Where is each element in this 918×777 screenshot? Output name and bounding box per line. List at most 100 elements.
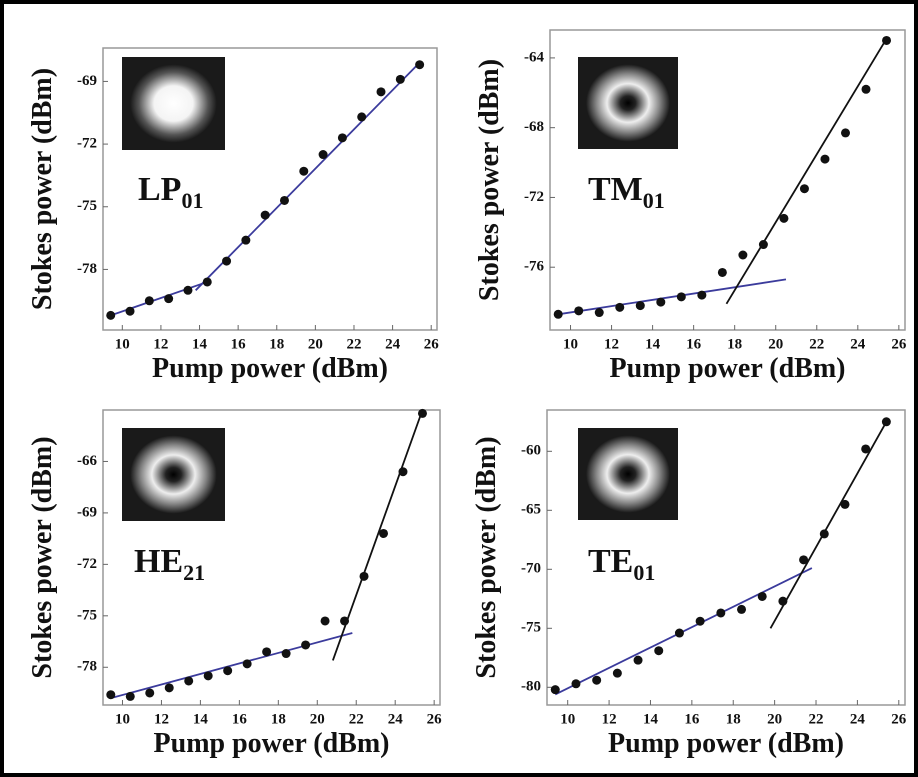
x-tick-label: 16: [231, 336, 247, 352]
data-point: [183, 285, 193, 295]
mode-label-text: HE: [134, 543, 183, 580]
fit-line: [725, 38, 888, 305]
data-point: [882, 35, 892, 45]
data-point: [398, 467, 408, 477]
y-tick-label: -72: [77, 556, 97, 572]
data-point: [861, 444, 871, 454]
data-point: [758, 240, 768, 250]
y-tick-label: -68: [524, 119, 544, 135]
y-axis-label: Stokes power (dBm): [471, 436, 502, 678]
x-tick-label: 10: [115, 336, 130, 352]
data-point: [357, 112, 367, 122]
fit-line: [554, 567, 813, 696]
data-point: [695, 616, 705, 626]
x-tick-label: 12: [604, 336, 619, 352]
x-tick-label: 16: [684, 711, 700, 727]
y-tick-label: -75: [77, 607, 97, 623]
mode-label-text: LP: [138, 171, 181, 208]
data-point: [674, 628, 684, 638]
x-tick-label: 18: [271, 711, 286, 727]
data-point: [737, 604, 747, 614]
data-point: [697, 290, 707, 300]
data-point: [840, 128, 850, 138]
x-tick-label: 12: [154, 711, 169, 727]
y-tick-label: -69: [77, 73, 97, 89]
x-tick-label: 22: [809, 336, 824, 352]
mode-label: TM01: [588, 171, 665, 213]
mode-label-text: TM: [588, 171, 643, 208]
data-point: [633, 655, 643, 665]
data-point: [145, 688, 155, 698]
y-tick-label: -65: [521, 502, 541, 518]
data-point: [819, 529, 829, 539]
y-tick-label: -75: [521, 620, 541, 636]
y-axis-label: Stokes power (dBm): [27, 68, 58, 310]
mode-label: HE21: [134, 543, 205, 585]
y-tick-label: -72: [524, 189, 544, 205]
x-tick-label: 22: [809, 711, 824, 727]
mode-image: [586, 435, 670, 513]
data-point: [223, 666, 233, 676]
data-point: [376, 87, 386, 97]
fit-line: [195, 61, 421, 291]
fit-line: [110, 632, 353, 700]
x-tick-label: 10: [115, 711, 130, 727]
data-point: [881, 417, 891, 427]
x-axis-label: Pump power (dBm): [608, 728, 844, 759]
mode-image: [586, 64, 670, 142]
mode-label-subscript: 01: [643, 188, 665, 213]
data-point: [861, 84, 871, 94]
data-point: [415, 60, 425, 70]
data-point: [594, 308, 604, 318]
data-point: [799, 555, 809, 565]
data-point: [820, 154, 830, 164]
x-axis-label: Pump power (dBm): [610, 353, 846, 384]
mode-label: LP01: [138, 171, 203, 213]
data-point: [222, 256, 232, 266]
data-point: [635, 301, 645, 311]
x-tick-label: 24: [850, 336, 866, 352]
y-tick-label: -75: [77, 198, 97, 214]
y-tick-label: -78: [77, 261, 97, 277]
mode-label-subscript: 01: [181, 188, 203, 213]
x-tick-label: 26: [891, 336, 907, 352]
data-point: [340, 616, 350, 626]
data-point: [242, 659, 252, 669]
mode-label-text: TE: [588, 543, 633, 580]
data-point: [241, 235, 251, 245]
data-point: [318, 150, 328, 160]
fit-line: [558, 278, 787, 316]
data-point: [184, 676, 194, 686]
y-tick-label: -69: [77, 504, 97, 520]
y-tick-label: -76: [524, 259, 544, 275]
data-point: [574, 306, 584, 316]
y-tick-label: -72: [77, 136, 97, 152]
x-tick-label: 10: [563, 336, 578, 352]
x-tick-label: 14: [643, 711, 659, 727]
x-tick-label: 24: [850, 711, 866, 727]
data-point: [550, 685, 560, 695]
data-point: [779, 213, 789, 223]
x-tick-label: 20: [310, 711, 325, 727]
x-tick-label: 14: [193, 711, 209, 727]
x-tick-label: 18: [269, 336, 284, 352]
data-point: [717, 267, 727, 277]
data-point: [106, 310, 116, 320]
data-point: [799, 184, 809, 194]
x-tick-label: 18: [726, 711, 741, 727]
data-point: [144, 296, 154, 306]
mode-label: TE01: [588, 543, 655, 585]
y-tick-label: -60: [521, 443, 541, 459]
y-tick-label: -64: [524, 49, 544, 65]
x-tick-label: 20: [768, 336, 783, 352]
x-tick-label: 18: [727, 336, 742, 352]
data-point: [656, 297, 666, 307]
y-tick-label: -66: [77, 453, 97, 469]
x-axis-label: Pump power (dBm): [154, 728, 390, 759]
x-tick-label: 26: [891, 711, 907, 727]
x-tick-label: 24: [388, 711, 404, 727]
data-point: [716, 608, 726, 618]
x-axis-label: Pump power (dBm): [152, 353, 388, 384]
x-tick-label: 14: [645, 336, 661, 352]
